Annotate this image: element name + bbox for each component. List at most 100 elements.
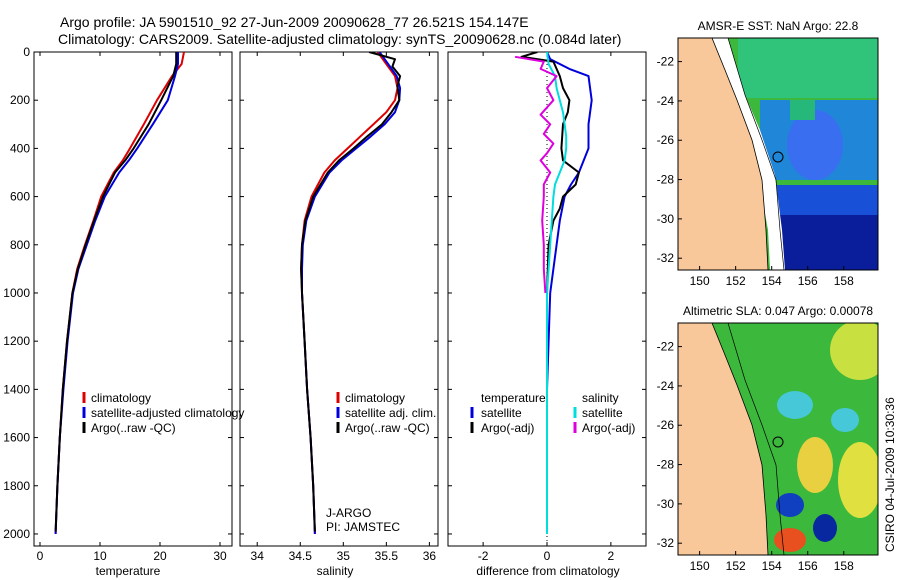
legend-label-temp-satellite: satellite: [481, 406, 522, 420]
legend-header-temperature: temperature: [481, 391, 546, 405]
map-y-tick-label: -24: [657, 94, 675, 108]
salinity-xlabel: salinity: [317, 564, 354, 578]
map-y-tick-label: -22: [657, 55, 675, 69]
sst-map-title: AMSR-E SST: NaN Argo: 22.8: [698, 19, 859, 33]
map-x-tick-label: 158: [834, 559, 854, 573]
x-tick-label: 35: [337, 549, 351, 563]
map-y-tick-label: -26: [657, 133, 675, 147]
map-x-tick-label: 150: [690, 559, 710, 573]
sst-eddy-blue: [787, 110, 843, 180]
legend-label-sal-argo: Argo(-adj): [582, 421, 635, 435]
sla-map: [678, 323, 878, 555]
y-tick-label: 1600: [3, 431, 30, 445]
sla-deep-blue-eddy: [813, 514, 837, 542]
sla-blue-eddy: [776, 493, 804, 517]
y-tick-label: 0: [23, 45, 30, 59]
map-y-tick-label: -32: [657, 536, 675, 550]
difference-xlabel: difference from climatology: [476, 564, 619, 578]
x-tick-label: 36: [423, 549, 437, 563]
legend-label-sal-satellite: satellite: [582, 406, 623, 420]
salinity-axes: [239, 51, 439, 547]
y-tick-label: 1200: [3, 334, 30, 348]
sst-nodata-strip: [678, 38, 785, 270]
map-y-tick-label: -24: [657, 379, 675, 393]
x-tick-label: 35.5: [375, 549, 399, 563]
y-tick-label: 1400: [3, 382, 30, 396]
header-line2: Climatology: CARS2009. Satellite-adjuste…: [58, 31, 621, 47]
series-line-satellite-adjusted-climatology: [54, 52, 179, 535]
legend-label-argo: Argo(..raw -QC): [91, 421, 176, 435]
temperature-xlabel: temperature: [96, 564, 161, 578]
map-x-tick-label: 158: [834, 274, 854, 288]
series-line-argo-raw-qc: [54, 52, 178, 532]
x-tick-label: 0: [544, 549, 551, 563]
series-line-argo-raw-qc: [300, 52, 402, 532]
sst-map-frame: [677, 37, 879, 271]
x-tick-label: -2: [478, 549, 489, 563]
sla-cyan-eddy-2: [831, 408, 859, 432]
sla-argo-marker: [772, 436, 784, 448]
map-y-tick-label: -28: [657, 173, 675, 187]
x-tick-label: 2: [608, 549, 615, 563]
sst-map: [678, 38, 878, 270]
x-tick-label: 0: [37, 549, 44, 563]
sst-isobath: [727, 38, 785, 270]
series-line-salinity-satellite: [546, 52, 568, 534]
float-pi-label: PI: JAMSTEC: [326, 520, 400, 534]
map-y-tick-label: -30: [657, 497, 675, 511]
x-tick-label: 30: [213, 549, 227, 563]
sla-yellow-mid: [797, 437, 833, 493]
credit-label: CSIRO 04-Jul-2009 10:30:36: [883, 397, 897, 552]
map-y-tick-label: -30: [657, 212, 675, 226]
sst-argo-marker: [772, 151, 784, 163]
series-line-salinity-argo-adj: [514, 55, 558, 294]
legend-label-temp-argo: Argo(-adj): [481, 421, 534, 435]
x-tick-label: 34.5: [289, 549, 313, 563]
sla-yellow-ne: [830, 323, 878, 380]
map-x-tick-label: 154: [762, 274, 782, 288]
sst-warm-north: [738, 38, 878, 98]
sla-cyan-eddy-1: [777, 391, 813, 419]
sst-cool-south: [775, 185, 878, 215]
map-y-tick-label: -22: [657, 340, 675, 354]
sla-red-eddy: [774, 528, 806, 552]
legend-header-salinity: salinity: [582, 391, 619, 405]
sla-yellow-east: [838, 442, 878, 518]
x-tick-label: 10: [93, 549, 107, 563]
map-y-tick-label: -32: [657, 251, 675, 265]
y-tick-label: 600: [10, 190, 30, 204]
float-program-label: J-ARGO: [326, 506, 371, 520]
legend-label-climatology: climatology: [345, 391, 405, 405]
series-line-climatology: [54, 52, 185, 535]
sla-map-title: Altimetric SLA: 0.047 Argo: 0.00078: [683, 304, 873, 318]
y-tick-label: 400: [10, 141, 30, 155]
map-x-tick-label: 152: [726, 274, 746, 288]
temperature-legend: climatology satellite-adjusted climatolo…: [82, 391, 244, 435]
sla-coastline: [678, 323, 769, 555]
series-line-temperature-argo-adj: [520, 52, 580, 532]
y-tick-label: 1000: [3, 286, 30, 300]
map-x-tick-label: 156: [798, 274, 818, 288]
series-line-temperature-satellite: [546, 52, 593, 534]
sst-cold-south: [778, 215, 878, 270]
legend-label-climatology: climatology: [91, 391, 151, 405]
legend-label-satellite-adjusted: satellite-adjusted climatology: [91, 406, 244, 420]
sla-map-frame: [677, 322, 879, 556]
temperature-axes: [33, 51, 233, 547]
y-tick-label: 200: [10, 93, 30, 107]
map-x-tick-label: 156: [798, 559, 818, 573]
map-y-tick-label: -28: [657, 458, 675, 472]
map-x-tick-label: 154: [762, 559, 782, 573]
legend-label-satellite: satellite adj. clim.: [345, 406, 436, 420]
difference-legend: temperature salinity satellite Argo(-adj…: [470, 391, 635, 435]
x-tick-label: 20: [153, 549, 167, 563]
map-y-tick-label: -26: [657, 418, 675, 432]
y-tick-label: 800: [10, 238, 30, 252]
x-tick-label: 34: [251, 549, 265, 563]
y-tick-label: 1800: [3, 479, 30, 493]
series-line-satellite-adj-clim: [301, 52, 402, 535]
map-x-tick-label: 150: [690, 274, 710, 288]
sla-isobath: [727, 323, 785, 555]
sst-green-cell: [790, 100, 815, 120]
